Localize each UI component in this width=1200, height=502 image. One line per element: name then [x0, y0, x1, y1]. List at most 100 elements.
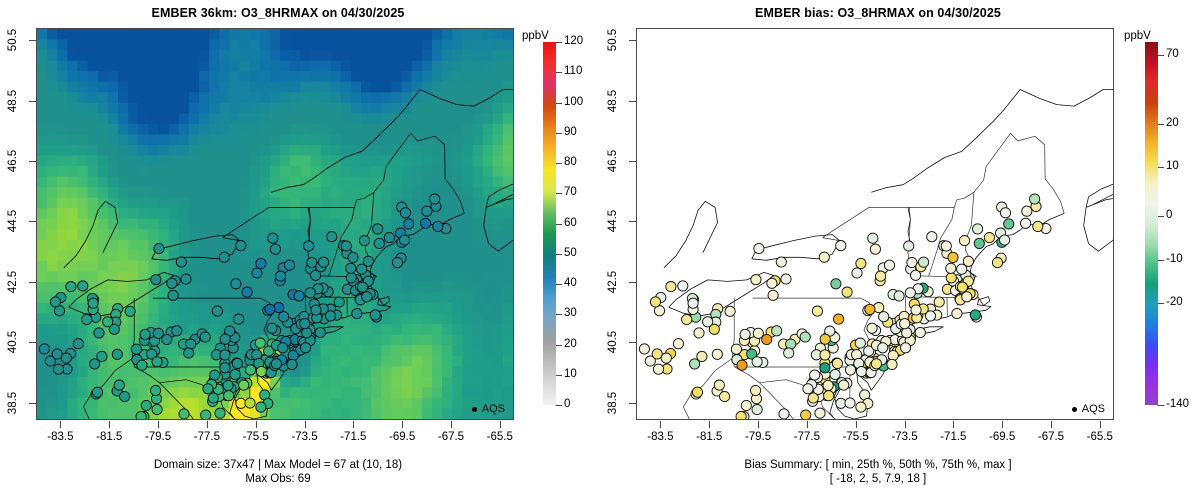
aqs-station: [665, 281, 677, 293]
aqs-station: [851, 267, 863, 279]
aqs-station: [807, 392, 819, 404]
aqs-station: [230, 278, 242, 290]
caption-model: Domain size: 37x47 | Max Model = 67 at (…: [0, 458, 556, 486]
colorbar-tick-label: -140: [1166, 398, 1190, 410]
colorbar-unit-model: ppbV: [522, 30, 549, 42]
aqs-station: [724, 305, 736, 317]
aqs-station: [345, 272, 357, 284]
aqs-station: [999, 234, 1011, 246]
aqs-station: [167, 289, 179, 301]
colorbar-tick: [1158, 54, 1164, 56]
x-axis-tick: [109, 421, 111, 428]
aqs-station: [146, 348, 158, 360]
y-axis-tick: [629, 281, 636, 283]
aqs-station: [326, 231, 338, 243]
colorbar-tick-label: 90: [564, 125, 577, 138]
aqs-station: [266, 322, 278, 334]
y-axis-label: 48.5: [7, 89, 19, 112]
aqs-station: [638, 343, 650, 355]
map-canvas-model: [37, 29, 513, 419]
aqs-station: [855, 257, 867, 269]
colorbar-bias: ppbV -140 -20 -10 0 10 20 70: [1124, 28, 1200, 420]
colorbar-tick: [556, 42, 562, 43]
aqs-station: [961, 291, 973, 303]
aqs-station: [211, 305, 223, 317]
aqs-station: [735, 410, 747, 419]
map-frame-bias[interactable]: AQS: [636, 28, 1114, 420]
aqs-station: [1021, 205, 1033, 217]
x-axis-label: -73.5: [891, 431, 918, 443]
y-axis-tick: [29, 161, 36, 163]
y-axis-tick: [629, 221, 636, 223]
colorbar-tick: [1158, 303, 1164, 305]
aqs-station: [351, 307, 363, 320]
aqs-station: [44, 355, 56, 367]
aqs-station: [818, 251, 830, 263]
aqs-station: [702, 316, 714, 328]
aqs-station: [877, 342, 889, 354]
map-frame-model[interactable]: AQS: [36, 28, 514, 420]
aqs-station: [161, 333, 173, 346]
colorbar-tick-label: -20: [1166, 296, 1183, 309]
aqs-station: [361, 291, 373, 303]
map-canvas-bias: [637, 29, 1113, 419]
x-axis-tick: [499, 421, 501, 428]
aqs-station: [432, 220, 444, 232]
aqs-station: [739, 328, 751, 340]
aqs-station: [831, 357, 843, 369]
colorbar-tick: [556, 132, 562, 134]
aqs-station: [956, 263, 968, 275]
aqs-station: [910, 304, 922, 316]
map-svg-bias: [637, 29, 1113, 419]
aqs-station: [303, 240, 315, 252]
aqs-station: [783, 347, 795, 359]
aqs-station: [77, 280, 89, 292]
aqs-station: [356, 281, 368, 293]
aqs-station: [708, 323, 720, 335]
aqs-station: [823, 390, 835, 402]
aqs-station: [819, 333, 831, 345]
x-axis-tick: [758, 421, 760, 428]
x-axis-label: -83.5: [647, 431, 674, 443]
aqs-station: [369, 309, 381, 321]
aqs-station: [893, 290, 905, 302]
aqs-station: [333, 296, 345, 308]
aqs-station: [899, 318, 911, 330]
aqs-station: [358, 235, 371, 247]
aqs-station: [314, 326, 326, 339]
colorbar-model: ppbV 0 10 20 30 40 50 60 70 80 90 100 110 120: [522, 28, 598, 420]
aqs-station: [1003, 218, 1015, 230]
aqs-station: [391, 257, 404, 269]
aqs-station: [751, 403, 763, 416]
aqs-station: [819, 349, 831, 361]
aqs-station: [689, 358, 701, 370]
x-axis-label: -69.5: [989, 431, 1016, 443]
aqs-station: [283, 259, 296, 271]
colorbar-tick-label: 0: [564, 398, 571, 410]
aqs-station: [166, 277, 178, 289]
aqs-station: [830, 278, 842, 290]
caption-bias-line1: Bias Summary: [ min, 25th %, 50th %, 75t…: [744, 459, 1012, 471]
y-axis-label: 50.5: [7, 28, 19, 52]
aqs-station: [38, 343, 50, 355]
y-axis-label: 50.5: [607, 28, 619, 52]
aqs-station: [878, 311, 890, 323]
x-axis-tick: [402, 421, 404, 428]
aqs-station: [60, 352, 72, 364]
aqs-station: [956, 281, 968, 293]
aqs-station: [903, 240, 915, 252]
aqs-station: [255, 401, 267, 413]
aqs-station: [218, 251, 230, 263]
colorbar-tick: [556, 102, 562, 104]
colorbar-tick-label: 60: [564, 216, 577, 229]
colorbar-tick-label: 0: [1166, 209, 1173, 222]
aqs-station: [96, 350, 108, 362]
aqs-station: [267, 232, 279, 244]
aqs-station: [399, 234, 411, 246]
aqs-station: [924, 310, 937, 322]
aqs-station: [867, 232, 879, 244]
x-axis-label: -71.5: [940, 431, 967, 443]
aqs-station: [799, 331, 811, 343]
aqs-station: [214, 407, 226, 419]
aqs-station: [383, 232, 395, 244]
